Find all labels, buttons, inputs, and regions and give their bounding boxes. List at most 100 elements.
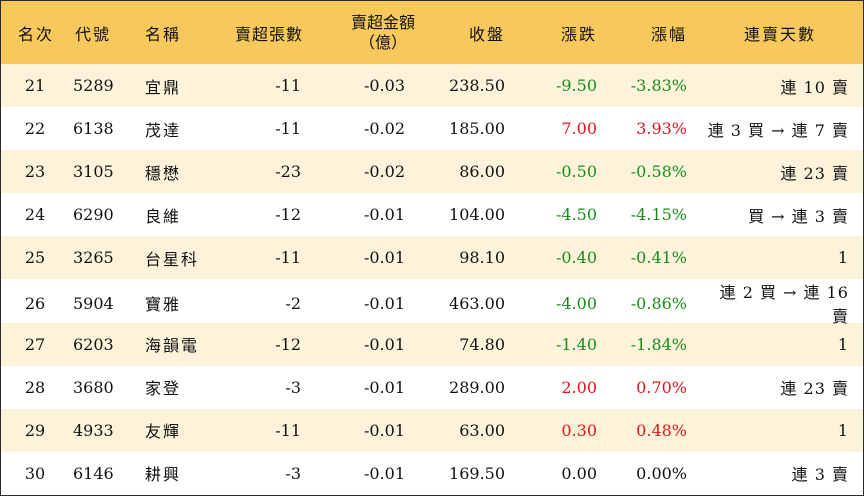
cell-name: 茂達 bbox=[145, 120, 182, 140]
cell-streak: 連 10 賣 bbox=[780, 77, 849, 97]
cell-rank: 28 bbox=[24, 377, 46, 397]
cell-name: 寶雅 bbox=[145, 295, 182, 315]
cell-net-sell-lots: -3 bbox=[285, 463, 301, 483]
cell-change-pct: -0.86% bbox=[630, 293, 687, 313]
cell-streak: 連 23 賣 bbox=[780, 379, 849, 399]
cell-net-sell-amount: -0.01 bbox=[363, 377, 405, 397]
cell-net-sell-amount: -0.01 bbox=[363, 463, 405, 483]
cell-net-sell-amount: -0.02 bbox=[363, 119, 405, 139]
table-row: 21 5289 宜鼎 -11 -0.03 238.50 -9.50 -3.83% 連 10 賣 bbox=[1, 64, 863, 108]
cell-close: 185.00 bbox=[449, 119, 505, 139]
table-header: 名次 代號 名稱 賣超張數 賣超金額 （億） 收盤 漲跌 漲幅 連賣天數 bbox=[1, 1, 863, 64]
cell-name: 良維 bbox=[145, 206, 182, 226]
table-row: 23 3105 穩懋 -23 -0.02 86.00 -0.50 -0.58% 連 23 賣 bbox=[1, 150, 863, 194]
cell-change-pct: -0.58% bbox=[630, 162, 687, 182]
cell-net-sell-lots: -3 bbox=[285, 377, 301, 397]
cell-net-sell-amount: -0.01 bbox=[363, 248, 405, 268]
cell-name: 海韻電 bbox=[145, 336, 200, 356]
cell-rank: 21 bbox=[24, 76, 46, 96]
cell-net-sell-lots: -11 bbox=[275, 248, 301, 268]
cell-name: 友輝 bbox=[145, 422, 182, 442]
cell-close: 63.00 bbox=[459, 420, 505, 440]
cell-close: 104.00 bbox=[449, 205, 505, 225]
header-net-sell-lots: 賣超張數 bbox=[234, 24, 303, 44]
cell-rank: 30 bbox=[24, 463, 46, 483]
cell-net-sell-amount: -0.01 bbox=[363, 420, 405, 440]
cell-close: 289.00 bbox=[449, 377, 505, 397]
cell-net-sell-amount: -0.02 bbox=[363, 162, 405, 182]
cell-change-pct: 0.48% bbox=[636, 420, 687, 440]
cell-rank: 24 bbox=[24, 205, 46, 225]
cell-code: 5904 bbox=[73, 293, 114, 313]
cell-net-sell-amount: -0.03 bbox=[363, 76, 405, 96]
cell-close: 98.10 bbox=[459, 248, 505, 268]
cell-code: 5289 bbox=[73, 76, 114, 96]
cell-streak: 1 bbox=[837, 334, 849, 354]
cell-net-sell-lots: -12 bbox=[275, 334, 301, 354]
cell-change-pct: 0.70% bbox=[636, 377, 687, 397]
table-row: 24 6290 良維 -12 -0.01 104.00 -4.50 -4.15% 買 → 連 3… bbox=[1, 193, 863, 236]
cell-streak: 連 23 賣 bbox=[780, 163, 849, 183]
table-row: 22 6138 茂達 -11 -0.02 185.00 7.00 3.93% 連 3 買 → 連… bbox=[1, 107, 863, 150]
cell-net-sell-lots: -12 bbox=[275, 205, 301, 225]
header-net-sell-amount-title: 賣超金額 bbox=[350, 12, 415, 32]
cell-streak: 買 → 連 3 賣 bbox=[748, 206, 849, 226]
cell-code: 6290 bbox=[73, 205, 114, 225]
cell-change-pct: 0.00% bbox=[636, 463, 687, 483]
cell-streak: 連 3 買 → 連 7 賣 bbox=[707, 120, 849, 140]
header-change-pct: 漲幅 bbox=[650, 24, 687, 44]
cell-streak: 1 bbox=[837, 420, 849, 440]
table-row: 30 6146 耕興 -3 -0.01 169.50 0.00 0.00% 連 3 賣 bbox=[1, 452, 863, 495]
cell-change: 7.00 bbox=[561, 119, 597, 139]
cell-code: 3680 bbox=[73, 377, 114, 397]
cell-code: 6146 bbox=[73, 463, 114, 483]
cell-name: 台星科 bbox=[145, 249, 200, 269]
cell-rank: 29 bbox=[24, 420, 46, 440]
cell-change: 0.30 bbox=[561, 420, 597, 440]
header-rank: 名次 bbox=[17, 24, 54, 44]
cell-rank: 25 bbox=[24, 248, 46, 268]
header-close: 收盤 bbox=[468, 24, 505, 44]
cell-change-pct: 3.93% bbox=[636, 119, 687, 139]
cell-rank: 26 bbox=[24, 293, 46, 313]
cell-close: 86.00 bbox=[459, 162, 505, 182]
cell-change-pct: -3.83% bbox=[630, 76, 687, 96]
cell-streak: 連 3 賣 bbox=[791, 465, 849, 485]
cell-close: 463.00 bbox=[449, 293, 505, 313]
cell-rank: 23 bbox=[24, 162, 46, 182]
table-row: 25 3265 台星科 -11 -0.01 98.10 -0.40 -0.41% 1 bbox=[1, 236, 863, 280]
cell-change: -9.50 bbox=[555, 76, 597, 96]
cell-rank: 27 bbox=[24, 334, 46, 354]
header-name: 名稱 bbox=[145, 24, 182, 44]
cell-net-sell-amount: -0.01 bbox=[363, 205, 405, 225]
cell-streak: 1 bbox=[837, 248, 849, 268]
cell-net-sell-lots: -11 bbox=[275, 119, 301, 139]
cell-net-sell-amount: -0.01 bbox=[363, 293, 405, 313]
header-streak: 連賣天數 bbox=[743, 24, 816, 44]
cell-code: 3105 bbox=[73, 162, 114, 182]
table-row: 29 4933 友輝 -11 -0.01 63.00 0.30 0.48% 1 bbox=[1, 408, 863, 452]
cell-code: 3265 bbox=[73, 248, 114, 268]
cell-code: 6138 bbox=[73, 119, 114, 139]
table-row: 27 6203 海韻電 -12 -0.01 74.80 -1.40 -1.84% 1 bbox=[1, 322, 863, 366]
cell-net-sell-lots: -23 bbox=[275, 162, 301, 182]
cell-name: 宜鼎 bbox=[145, 77, 182, 97]
cell-change: -4.50 bbox=[555, 205, 597, 225]
cell-code: 4933 bbox=[73, 420, 114, 440]
cell-name: 耕興 bbox=[145, 465, 182, 485]
cell-close: 169.50 bbox=[449, 463, 505, 483]
header-net-sell-amount: 賣超金額 （億） bbox=[317, 13, 415, 53]
cell-change: -0.40 bbox=[555, 248, 597, 268]
cell-change-pct: -1.84% bbox=[630, 334, 687, 354]
cell-change: 2.00 bbox=[561, 377, 597, 397]
cell-change: -4.00 bbox=[555, 293, 597, 313]
header-change: 漲跌 bbox=[560, 24, 597, 44]
cell-rank: 22 bbox=[24, 119, 46, 139]
cell-change-pct: -0.41% bbox=[630, 248, 687, 268]
cell-close: 74.80 bbox=[459, 334, 505, 354]
header-net-sell-amount-unit: （億） bbox=[358, 32, 407, 52]
cell-change-pct: -4.15% bbox=[630, 205, 687, 225]
cell-net-sell-lots: -11 bbox=[275, 76, 301, 96]
